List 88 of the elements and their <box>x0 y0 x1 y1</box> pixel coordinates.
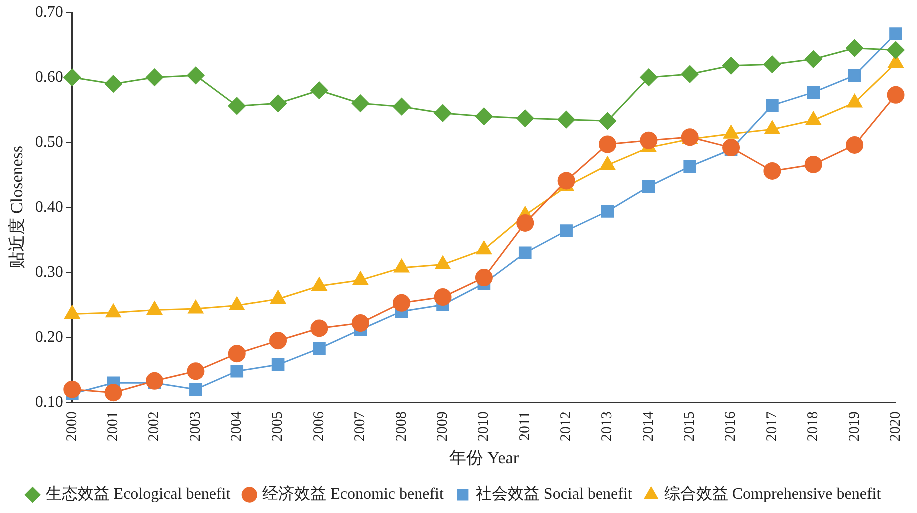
point <box>642 180 656 194</box>
x-tick-label: 2006 <box>311 411 328 442</box>
x-tick-label: 2013 <box>600 412 616 442</box>
y-tick-label: 0.10 <box>35 394 64 411</box>
point <box>681 66 699 84</box>
point <box>272 358 285 372</box>
point <box>352 314 370 332</box>
point <box>558 172 576 190</box>
point <box>434 288 452 306</box>
x-tick-label: 2002 <box>146 412 163 442</box>
x-axis-title: 年份 Year <box>449 448 520 468</box>
point <box>722 57 740 75</box>
point <box>804 50 822 68</box>
point <box>187 362 205 380</box>
x-tick-label: 2001 <box>106 412 122 442</box>
point <box>310 320 328 338</box>
x-tick-label: 2003 <box>188 412 204 442</box>
point <box>104 75 122 93</box>
point <box>560 224 573 238</box>
point <box>887 86 905 104</box>
point <box>807 86 820 99</box>
point <box>764 162 782 180</box>
legend-label: 综合效益 Comprehensive benefit <box>664 485 882 504</box>
point <box>601 205 614 218</box>
y-tick-label: 0.20 <box>35 328 64 346</box>
x-tick-label: 2017 <box>764 411 780 442</box>
point <box>146 372 164 390</box>
x-tick-label: 2019 <box>846 412 863 442</box>
x-tick-label: 2008 <box>394 412 410 442</box>
point <box>475 269 493 287</box>
point <box>846 136 864 154</box>
point <box>228 345 246 363</box>
y-tick-label: 0.60 <box>35 68 64 86</box>
legend-label: 生态效益 Ecological benefit <box>46 485 232 504</box>
point <box>764 56 782 74</box>
x-tick-label: 2020 <box>888 412 904 442</box>
x-tick-label: 2000 <box>64 412 80 442</box>
y-tick-label: 0.30 <box>35 264 64 281</box>
point <box>146 68 164 86</box>
point <box>434 104 452 122</box>
point <box>64 68 82 86</box>
point <box>722 139 740 157</box>
x-tick-label: 2004 <box>229 411 246 442</box>
x-tick-label: 2018 <box>806 412 822 442</box>
point <box>558 111 576 129</box>
x-tick-label: 2007 <box>352 411 369 442</box>
point <box>352 94 370 112</box>
point <box>518 246 532 260</box>
point <box>640 68 658 86</box>
point <box>104 384 122 402</box>
point <box>228 97 246 115</box>
x-tick-label: 2005 <box>270 412 286 442</box>
point <box>516 214 534 232</box>
legend-label: 经济效益 Economic benefit <box>262 485 444 504</box>
y-tick-label: 0.50 <box>35 134 64 151</box>
x-tick-label: 2010 <box>476 412 492 442</box>
x-tick-label: 2015 <box>682 412 698 442</box>
point <box>598 136 616 154</box>
point <box>270 94 288 112</box>
point <box>187 66 205 84</box>
x-tick-label: 2016 <box>723 411 740 442</box>
y-tick-label: 0.40 <box>35 198 64 216</box>
x-tick-label: 2011 <box>517 412 534 442</box>
y-axis-title: 贴近度 Closeness <box>8 146 27 270</box>
point <box>475 108 493 126</box>
point <box>64 380 82 398</box>
point <box>270 332 288 350</box>
legend-label: 社会效益 Social benefit <box>476 485 633 504</box>
point <box>598 112 616 130</box>
point <box>890 28 902 40</box>
point <box>230 364 244 378</box>
point <box>516 110 534 128</box>
point <box>848 69 862 82</box>
point <box>393 98 411 116</box>
x-tick-label: 2009 <box>434 412 451 442</box>
point <box>887 42 905 60</box>
point <box>684 160 697 174</box>
point <box>766 99 779 112</box>
point <box>313 342 326 356</box>
y-tick-label: 0.70 <box>35 4 64 21</box>
point <box>640 132 658 150</box>
x-tick-label: 2014 <box>640 411 657 442</box>
point <box>393 294 411 312</box>
point <box>310 82 328 100</box>
x-tick-label: 2012 <box>558 412 574 442</box>
point <box>804 156 822 174</box>
point <box>846 40 864 58</box>
point <box>190 383 202 396</box>
